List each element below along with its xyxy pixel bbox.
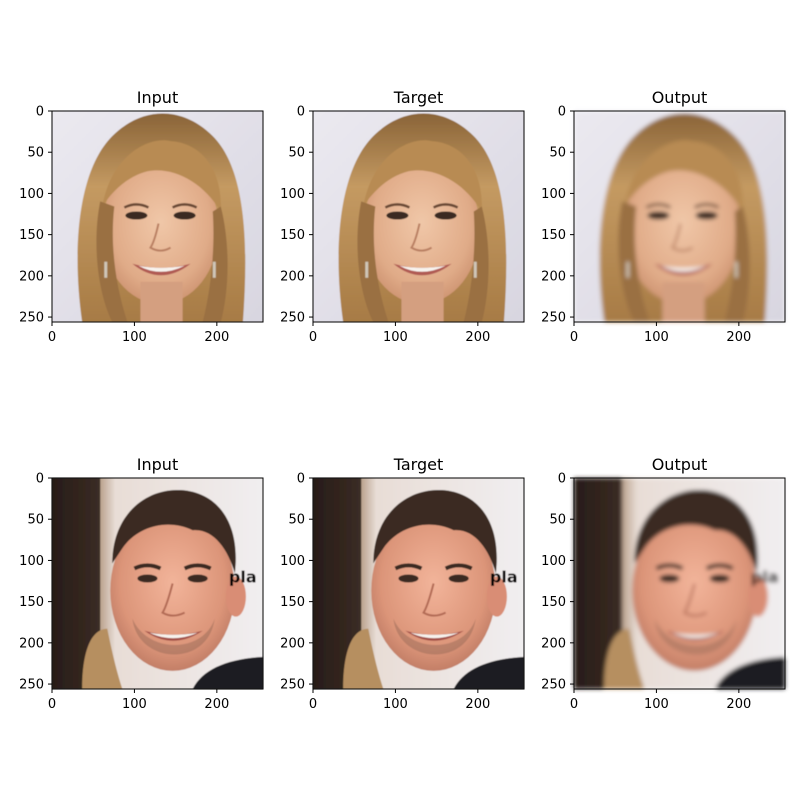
x-tick-label: 200 xyxy=(465,697,490,712)
face-image xyxy=(574,478,785,689)
face-image xyxy=(313,111,524,322)
panel-title: Output xyxy=(652,455,708,474)
axes-frame xyxy=(312,110,525,323)
axes-frame xyxy=(312,477,525,690)
x-tick-label: 200 xyxy=(204,697,229,712)
y-tick-label: 50 xyxy=(549,146,566,161)
axes-frame xyxy=(573,477,786,690)
y-tick-label: 50 xyxy=(288,146,305,161)
panel-title: Output xyxy=(652,88,708,107)
y-tick-label: 100 xyxy=(541,187,566,202)
panel-title: Target xyxy=(393,455,444,474)
y-tick-label: 200 xyxy=(541,636,566,651)
y-tick-label: 200 xyxy=(280,269,305,284)
y-tick-label: 200 xyxy=(541,269,566,284)
y-tick-label: 250 xyxy=(541,678,566,693)
panel-grid: Input 0 50 100 150 200 250 0 100 200 Target 0 50 100 1… xyxy=(19,88,786,712)
y-tick-label: 200 xyxy=(19,269,44,284)
x-tick-label: 200 xyxy=(204,330,229,345)
x-tick-label: 100 xyxy=(383,330,408,345)
axes-frame xyxy=(51,477,264,690)
x-tick-label: 200 xyxy=(465,330,490,345)
x-tick-label: 0 xyxy=(48,330,56,345)
face-image xyxy=(52,111,263,322)
x-tick-label: 0 xyxy=(48,697,56,712)
y-tick-label: 150 xyxy=(280,595,305,610)
x-tick-label: 0 xyxy=(570,697,578,712)
y-tick-label: 50 xyxy=(27,513,44,528)
face-image xyxy=(313,478,524,689)
y-tick-label: 50 xyxy=(288,513,305,528)
x-tick-label: 100 xyxy=(644,697,669,712)
panel-input-row-1: Input 0 50 100 150 200 250 0 100 200 xyxy=(19,88,264,345)
panel-title: Input xyxy=(137,88,178,107)
y-tick-label: 0 xyxy=(36,472,44,487)
y-tick-label: 50 xyxy=(549,513,566,528)
x-tick-label: 0 xyxy=(309,697,317,712)
panel-title: Target xyxy=(393,88,444,107)
y-tick-label: 0 xyxy=(297,105,305,120)
panel-output-row-1: Output 0 50 100 150 200 250 0 100 200 xyxy=(541,88,786,345)
panel-input-row-2: Input 0 50 100 150 200 250 0 100 200 xyxy=(19,455,264,712)
y-tick-label: 150 xyxy=(541,595,566,610)
panel-title: Input xyxy=(137,455,178,474)
x-tick-label: 200 xyxy=(726,330,751,345)
y-tick-label: 250 xyxy=(280,311,305,326)
y-tick-label: 0 xyxy=(558,472,566,487)
y-tick-label: 100 xyxy=(19,554,44,569)
x-tick-label: 100 xyxy=(122,330,147,345)
face-image xyxy=(574,111,785,322)
y-tick-label: 200 xyxy=(19,636,44,651)
y-tick-label: 150 xyxy=(541,228,566,243)
x-tick-label: 200 xyxy=(726,697,751,712)
y-tick-label: 50 xyxy=(27,146,44,161)
y-tick-label: 150 xyxy=(19,228,44,243)
axes-frame xyxy=(573,110,786,323)
x-tick-label: 0 xyxy=(309,330,317,345)
panel-output-row-2: Output 0 50 100 150 200 250 0 100 200 xyxy=(541,455,786,712)
x-tick-label: 100 xyxy=(122,697,147,712)
face-image xyxy=(52,478,263,689)
y-tick-label: 0 xyxy=(297,472,305,487)
panel-target-row-1: Target 0 50 100 150 200 250 0 100 200 xyxy=(280,88,525,345)
y-tick-label: 0 xyxy=(36,105,44,120)
x-tick-label: 0 xyxy=(570,330,578,345)
y-tick-label: 100 xyxy=(19,187,44,202)
y-tick-label: 150 xyxy=(280,228,305,243)
panel-target-row-2: Target 0 50 100 150 200 250 0 100 200 xyxy=(280,455,525,712)
x-tick-label: 100 xyxy=(644,330,669,345)
y-tick-label: 0 xyxy=(558,105,566,120)
axes-frame xyxy=(51,110,264,323)
y-tick-label: 250 xyxy=(541,311,566,326)
y-tick-label: 200 xyxy=(280,636,305,651)
y-tick-label: 250 xyxy=(19,311,44,326)
y-tick-label: 100 xyxy=(541,554,566,569)
y-tick-label: 100 xyxy=(280,554,305,569)
y-tick-label: 100 xyxy=(280,187,305,202)
x-tick-label: 100 xyxy=(383,697,408,712)
y-tick-label: 150 xyxy=(19,595,44,610)
y-tick-label: 250 xyxy=(280,678,305,693)
y-tick-label: 250 xyxy=(19,678,44,693)
